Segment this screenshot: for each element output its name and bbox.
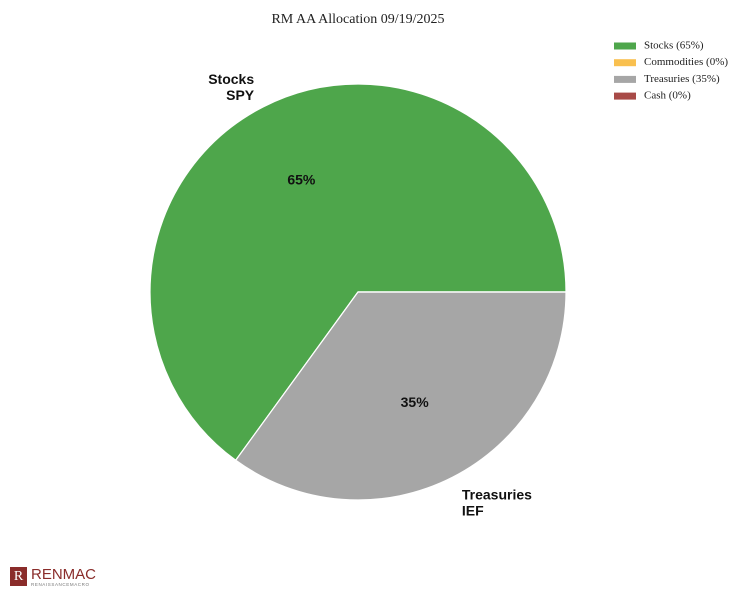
pie-slice bbox=[149, 83, 567, 462]
legend-swatch bbox=[614, 59, 636, 67]
legend-label: Cash (0%) bbox=[644, 90, 691, 102]
legend-label: Commodities (0%) bbox=[644, 56, 728, 68]
legend-swatch bbox=[614, 75, 636, 83]
slice-outer-label: Treasuries bbox=[462, 487, 532, 503]
pie-slice bbox=[234, 291, 567, 501]
slice-value-label: 35% bbox=[401, 394, 430, 410]
logo-icon bbox=[10, 567, 27, 586]
slice-outer-label: IEF bbox=[462, 503, 484, 519]
slice-outer-label: SPY bbox=[226, 87, 255, 103]
legend-swatch bbox=[614, 92, 636, 100]
slice-value-label: 65% bbox=[287, 172, 316, 188]
logo-tagline: RENAISSANCEMACRO bbox=[31, 582, 90, 587]
chart-title: RM AA Allocation 09/19/2025 bbox=[271, 12, 444, 27]
legend-label: Treasuries (35%) bbox=[644, 73, 720, 85]
logo-glyph: R bbox=[14, 569, 24, 584]
logo-name: RENMAC bbox=[31, 566, 96, 583]
legend-label: Stocks (65%) bbox=[644, 40, 704, 52]
slice-outer-label: Stocks bbox=[208, 71, 254, 87]
legend-swatch bbox=[614, 42, 636, 50]
